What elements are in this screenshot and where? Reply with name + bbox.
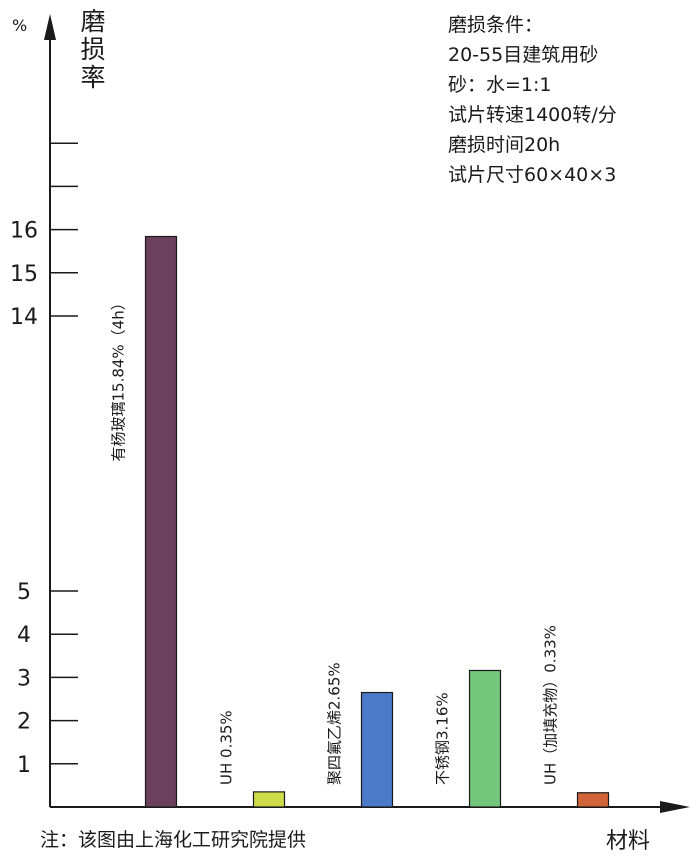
bar-label: 有杨玻璃15.84%（4h） xyxy=(110,295,128,461)
x-axis-title: 材料 xyxy=(606,829,651,854)
y-tick-label: 15 xyxy=(10,262,38,287)
y-axis-arrow xyxy=(44,14,56,40)
condition-line: 试片转速1400转/分 xyxy=(448,104,617,126)
y-tick-label: 4 xyxy=(17,623,31,648)
condition-line: 试片尺寸60×40×3 xyxy=(448,164,617,186)
bar xyxy=(252,791,286,808)
y-tick-label: 16 xyxy=(10,219,38,244)
bar-label: 聚四氟乙烯2.65% xyxy=(326,662,344,785)
bar-label: UH 0.35% xyxy=(218,710,236,785)
bar xyxy=(576,792,610,808)
bar xyxy=(468,669,502,808)
x-axis-arrow xyxy=(660,801,690,813)
bar-label: UH（加填充物）0.33% xyxy=(542,625,560,785)
y-axis-title: 磨损率 xyxy=(80,7,106,92)
bar xyxy=(144,235,178,808)
bar xyxy=(360,691,394,808)
y-tick-label: 14 xyxy=(10,305,38,330)
conditions-box: 磨损条件： 20-55目建筑用砂 砂：水=1:1 试片转速1400转/分 磨损时… xyxy=(448,10,617,190)
condition-line: 磨损时间20h xyxy=(448,134,561,156)
y-tick-label: 1 xyxy=(17,753,31,778)
bar-label: 不锈钢3.16% xyxy=(434,692,452,785)
y-unit-label: % xyxy=(12,16,28,35)
y-tick-label: 5 xyxy=(17,580,31,605)
footnote: 注：该图由上海化工研究院提供 xyxy=(40,829,307,851)
y-tick-label: 3 xyxy=(17,666,31,691)
condition-line: 20-55目建筑用砂 xyxy=(448,44,599,66)
condition-line: 砂：水=1:1 xyxy=(448,74,552,96)
y-tick-label: 2 xyxy=(17,710,31,735)
conditions-title: 磨损条件： xyxy=(448,14,544,36)
